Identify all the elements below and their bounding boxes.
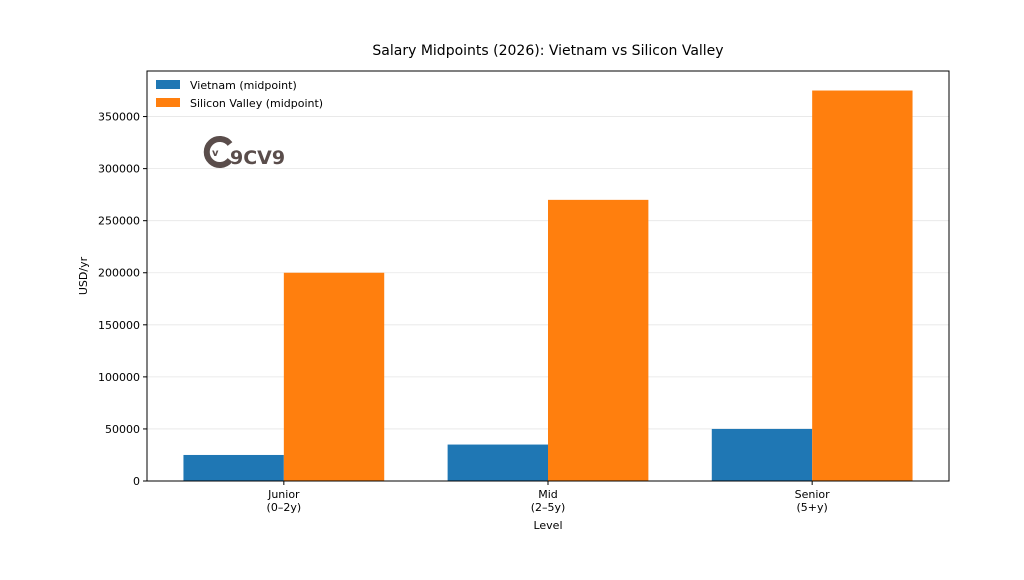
y-tick-label: 350000 [98,111,140,124]
legend-label: Silicon Valley (midpoint) [190,97,323,110]
bars [183,90,913,482]
y-axis-ticks: 0 50000 100000 150000 200000 250000 300000 3500… [98,111,147,488]
legend-swatch [156,80,180,89]
x-tick-label: (0–2y) [267,501,302,514]
legend-swatch [156,98,180,107]
x-tick-label: Senior [795,488,831,501]
watermark-logo: v 9CV9 [203,136,285,169]
y-axis-label: USD/yr [77,256,90,295]
x-axis-ticks: Junior(0–2y) Mid(2–5y) Senior(5+y) [267,481,831,514]
bar-silicon-valley [283,272,385,481]
svg-text:v: v [212,148,219,159]
x-axis-label: Level [533,519,562,532]
y-tick-label: 250000 [98,215,140,228]
y-tick-label: 200000 [98,267,140,280]
logo-ring-icon [203,136,233,168]
bar-vietnam [183,454,284,481]
y-tick-label: 50000 [105,423,140,436]
bar-vietnam [447,444,548,481]
bar-vietnam [711,428,813,481]
x-tick-label: Junior [267,488,300,501]
x-tick-label: (2–5y) [531,501,566,514]
bar-silicon-valley [812,90,913,482]
y-tick-label: 0 [133,475,140,488]
legend-label: Vietnam (midpoint) [190,79,297,92]
x-tick-label: Mid [538,488,558,501]
svg-text:9CV9: 9CV9 [230,147,285,169]
y-tick-label: 150000 [98,319,140,332]
chart-title: Salary Midpoints (2026): Vietnam vs Sili… [372,43,723,59]
y-tick-label: 300000 [98,163,140,176]
x-tick-label: (5+y) [797,501,828,514]
legend: Vietnam (midpoint) Silicon Valley (midpoi… [156,79,323,110]
bar-silicon-valley [548,199,649,481]
y-tick-label: 100000 [98,371,140,384]
